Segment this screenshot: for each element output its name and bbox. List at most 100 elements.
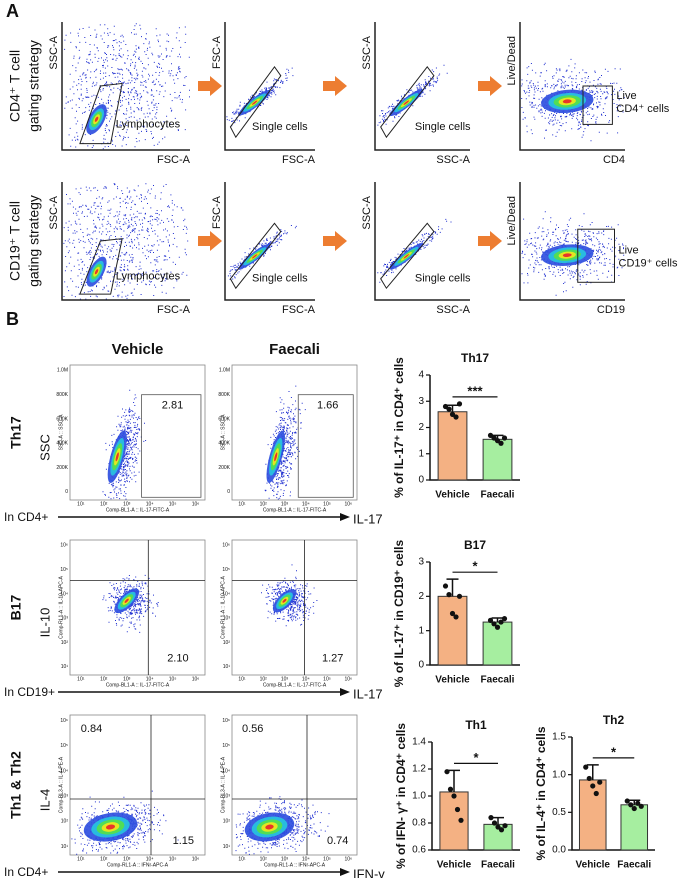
density-blob (265, 824, 274, 830)
y-axis-label: FSC-A (211, 195, 223, 229)
x-tick-label: Faecali (481, 675, 515, 686)
x-tick-label: 10¹ (77, 676, 85, 682)
data-point (451, 793, 457, 799)
flow-arrow (323, 76, 347, 96)
data-point (444, 769, 450, 775)
data-point (498, 440, 504, 446)
gate (577, 228, 615, 283)
y-tick-label: 10⁶ (60, 543, 68, 549)
y-axis-label: Live/Dead (506, 36, 518, 86)
error-bar (446, 578, 459, 597)
y-tick-label: 10¹ (61, 664, 69, 670)
x-tick-label: 10⁶ (344, 676, 352, 682)
chart-title: B17 (464, 538, 486, 552)
axis-line (61, 182, 190, 301)
x-tick-label: 10⁵ (169, 501, 177, 507)
gate-arrowhead (340, 688, 350, 696)
x-tick-label: 10⁶ (192, 856, 200, 862)
data-point (583, 764, 589, 770)
y-tick-label: 0.0 (552, 845, 566, 856)
data-point (593, 790, 599, 797)
x-tick-label: Vehicle (576, 860, 611, 871)
x-tick-label: 10² (260, 501, 268, 507)
y-param-label: SSC-A :: SSC-A (220, 414, 226, 451)
x-tick-label: 10³ (281, 676, 289, 682)
y-tick-label: 2 (418, 591, 424, 602)
gate-label: CD19⁺ cells (619, 257, 678, 269)
y-tick-label: 400K (56, 441, 68, 447)
y-tick-label: 0.6 (412, 845, 426, 856)
y-tick-label: 10¹ (223, 844, 231, 850)
x-param-label: Comp-BL1-A :: IL-17-FITC-A (106, 682, 170, 688)
y-tick-label: 10⁵ (222, 567, 230, 573)
density-blob (252, 254, 258, 259)
gate-label: Single cells (415, 273, 471, 285)
y-tick-label: 10² (223, 819, 231, 825)
y-tick-label: 0.8 (412, 818, 426, 829)
panel-label: A (6, 1, 19, 21)
data-point (635, 800, 641, 806)
data-point (453, 414, 459, 420)
y-param-label: Comp-BL3-A :: IL-4-PE-A (220, 756, 226, 813)
y-param-label: Comp-BL3-A :: IL-4-PE-A (58, 756, 64, 813)
density-blob (562, 99, 572, 104)
x-axis-label: CD19 (597, 304, 625, 316)
y-tick-label: 0.5 (552, 807, 566, 818)
gate-value: 2.81 (162, 399, 183, 411)
y-axis-label: SSC-A (48, 35, 60, 69)
y-tick-label: 1.0 (552, 769, 566, 780)
y-param-label: Comp-RL1-A :: IL-10-APC-A (220, 575, 226, 638)
data-point (597, 779, 603, 785)
y-tick-label: 600K (56, 416, 68, 422)
y-tick-label: 10² (61, 640, 69, 646)
event-dots (227, 225, 297, 280)
gate (380, 222, 435, 290)
density-blob (105, 824, 116, 830)
gate-value: 1.15 (173, 835, 194, 847)
x-tick-label: 10² (260, 676, 268, 682)
x-tick-label: 10⁴ (146, 856, 154, 862)
y-tick-label: 1 (418, 625, 424, 636)
data-point (446, 406, 452, 412)
x-tick-label: 10² (100, 856, 108, 862)
density-blob (94, 269, 99, 275)
event-dots (64, 23, 190, 150)
error-bar (586, 764, 599, 780)
density-blob (403, 254, 410, 259)
x-axis-label: IL-17 (353, 511, 383, 526)
y-tick-label: 3 (418, 557, 424, 568)
y-tick-label: 0 (227, 489, 230, 495)
y-tick-label: 0 (418, 660, 424, 671)
y-tick-label: 1 (418, 448, 424, 459)
y-tick-label: 10³ (61, 794, 69, 800)
y-tick-label: 2 (418, 422, 424, 433)
y-axis-label: % of IL-4⁺ in CD4⁺ cells (534, 726, 548, 860)
axis-line (374, 182, 470, 301)
y-axis-label: % of IL-17⁺ in CD19⁺ cells (392, 539, 406, 687)
y-tick-label: 1.0M (57, 368, 68, 374)
gate-text: In CD4+ (4, 510, 48, 524)
data-point (624, 798, 630, 804)
gate-value: 0.56 (242, 723, 263, 735)
x-param-label: Comp-RL1-A :: IFNr-APC-A (264, 862, 326, 868)
y-tick-label: 1.2 (412, 764, 426, 775)
x-tick-label: 10¹ (77, 501, 85, 507)
density-blob (562, 253, 572, 258)
chart-title: Th1 (465, 718, 487, 732)
gate (79, 238, 123, 295)
bar (437, 595, 468, 666)
x-tick-label: 10³ (281, 501, 289, 507)
x-tick-label: 10⁶ (192, 676, 200, 682)
significance-label: *** (467, 383, 483, 398)
density-blob (124, 598, 129, 603)
data-point (456, 593, 463, 599)
gate (229, 222, 282, 290)
x-tick-label: 10⁶ (344, 501, 352, 507)
y-tick-label: 600K (218, 416, 230, 422)
y-tick-label: 0 (65, 489, 68, 495)
x-tick-label: 10³ (123, 501, 131, 507)
significance-label: * (473, 750, 479, 765)
y-tick-label: 3 (418, 396, 424, 407)
x-tick-label: Faecali (617, 860, 651, 871)
